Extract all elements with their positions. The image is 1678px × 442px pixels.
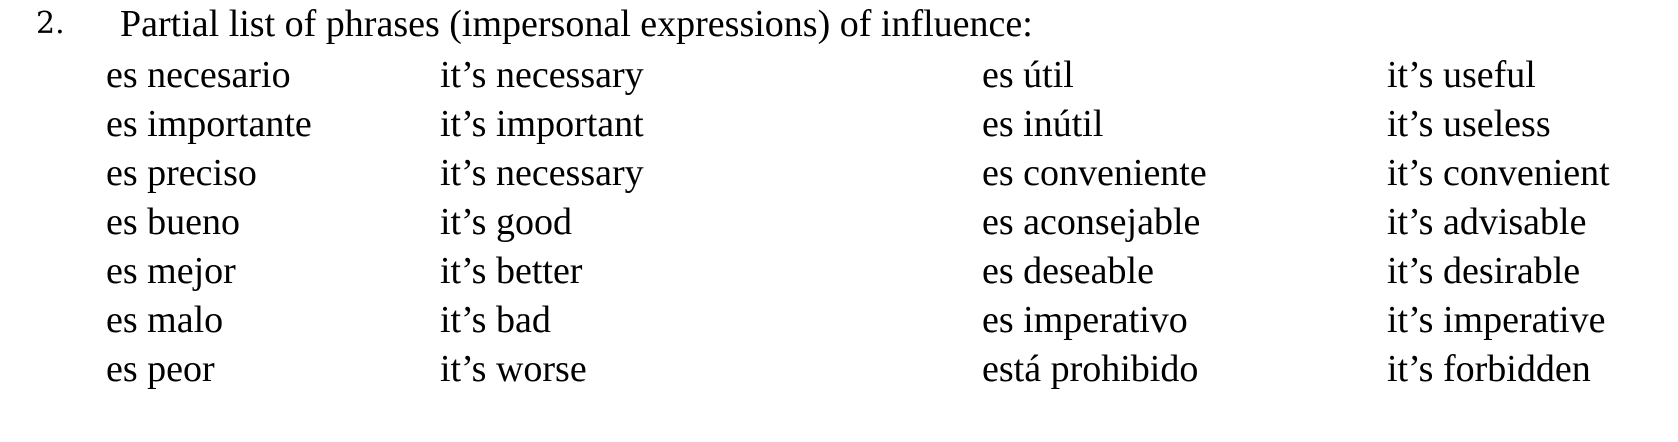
- english-translation: it’s useless: [1387, 103, 1551, 145]
- phrase-row: es peor it’s worse está prohibido it’s f…: [0, 346, 1678, 395]
- list-item-title: Partial list of phrases (impersonal expr…: [120, 3, 1033, 45]
- english-translation: it’s necessary: [440, 152, 644, 194]
- english-translation: it’s imperative: [1387, 299, 1606, 341]
- spanish-phrase: es útil: [982, 54, 1074, 96]
- spanish-phrase: es inútil: [982, 103, 1104, 145]
- spanish-phrase: es imperativo: [982, 299, 1188, 341]
- english-translation: it’s worse: [440, 348, 587, 390]
- english-translation: it’s useful: [1387, 54, 1536, 96]
- english-translation: it’s bad: [440, 299, 551, 341]
- spanish-phrase: es preciso: [106, 152, 257, 194]
- phrase-row: es necesario it’s necessary es útil it’s…: [0, 52, 1678, 101]
- spanish-phrase: es importante: [106, 103, 312, 145]
- phrase-row: es preciso it’s necessary es conveniente…: [0, 150, 1678, 199]
- list-item-heading: 2. Partial list of phrases (impersonal e…: [0, 0, 1678, 50]
- english-translation: it’s important: [440, 103, 644, 145]
- list-item-number: 2.: [36, 6, 65, 41]
- phrase-table: es necesario it’s necessary es útil it’s…: [0, 52, 1678, 395]
- english-translation: it’s forbidden: [1387, 348, 1591, 390]
- spanish-phrase: es bueno: [106, 201, 241, 243]
- spanish-phrase: es malo: [106, 299, 224, 341]
- english-translation: it’s convenient: [1387, 152, 1610, 194]
- spanish-phrase: es conveniente: [982, 152, 1207, 194]
- spanish-phrase: está prohibido: [982, 348, 1199, 390]
- spanish-phrase: es deseable: [982, 250, 1154, 292]
- spanish-phrase: es necesario: [106, 54, 291, 96]
- english-translation: it’s good: [440, 201, 572, 243]
- phrase-row: es bueno it’s good es aconsejable it’s a…: [0, 199, 1678, 248]
- english-translation: it’s desirable: [1387, 250, 1581, 292]
- spanish-phrase: es mejor: [106, 250, 236, 292]
- phrase-row: es importante it’s important es inútil i…: [0, 101, 1678, 150]
- english-translation: it’s better: [440, 250, 583, 292]
- spanish-phrase: es peor: [106, 348, 215, 390]
- english-translation: it’s advisable: [1387, 201, 1587, 243]
- phrase-row: es malo it’s bad es imperativo it’s impe…: [0, 297, 1678, 346]
- phrase-row: es mejor it’s better es deseable it’s de…: [0, 248, 1678, 297]
- spanish-phrase: es aconsejable: [982, 201, 1201, 243]
- english-translation: it’s necessary: [440, 54, 644, 96]
